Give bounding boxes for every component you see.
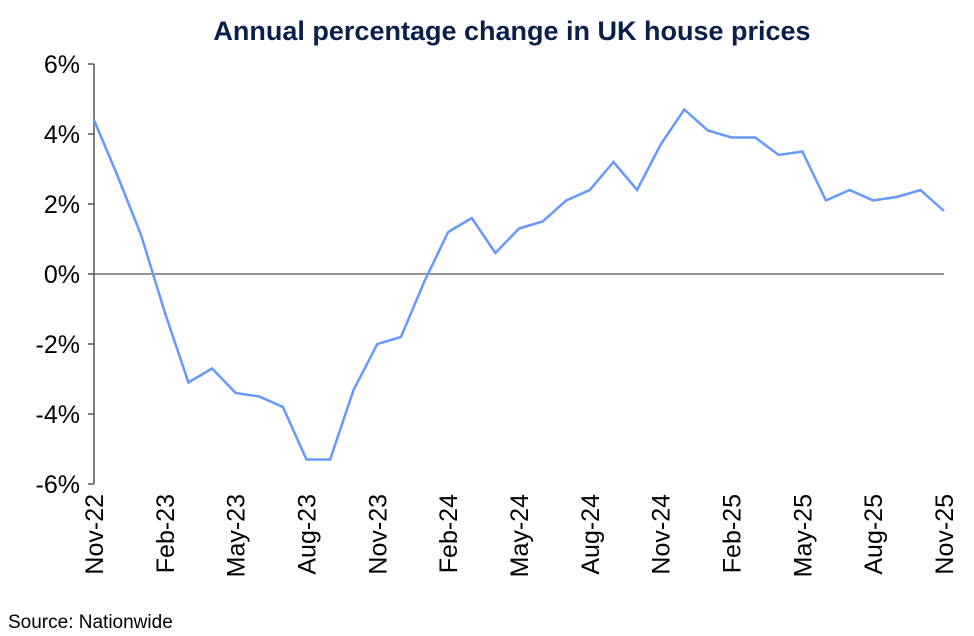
x-tick-label: May-23	[223, 494, 251, 577]
series-line	[92, 107, 945, 461]
x-tick-label: May-25	[789, 494, 817, 577]
x-tick-label: Feb-23	[152, 494, 180, 573]
x-axis: Nov-22 Feb-23 May-23 Aug-23 Nov-23 Feb-24 May-…	[81, 273, 959, 577]
x-tick-label: Aug-25	[860, 494, 888, 575]
series	[92, 107, 945, 461]
y-axis: -6% -4% -2% 0% 2% 4% 6%	[36, 51, 95, 499]
x-tick-label: Aug-24	[577, 494, 605, 575]
source-note: Source: Nationwide	[8, 612, 173, 633]
x-tick-label: May-24	[506, 494, 534, 577]
x-tick-label: Nov-25	[931, 494, 959, 575]
y-tick-label: -6%	[36, 471, 80, 499]
chart-title: Annual percentage change in UK house pri…	[213, 16, 810, 46]
x-tick-label: Nov-23	[364, 494, 392, 575]
y-tick-label: -2%	[36, 331, 80, 359]
y-tick-label: 4%	[44, 121, 80, 149]
y-tick-label: 0%	[44, 261, 80, 289]
y-tick-label: 2%	[44, 191, 80, 219]
x-tick-label: Feb-25	[719, 494, 747, 573]
y-tick-label: 6%	[44, 51, 80, 79]
y-tick-label: -4%	[36, 401, 80, 429]
x-tick-label: Nov-24	[648, 494, 676, 575]
x-tick-label: Nov-22	[81, 494, 109, 575]
x-tick-label: Feb-24	[435, 494, 463, 573]
x-tick-label: Aug-23	[294, 494, 322, 575]
